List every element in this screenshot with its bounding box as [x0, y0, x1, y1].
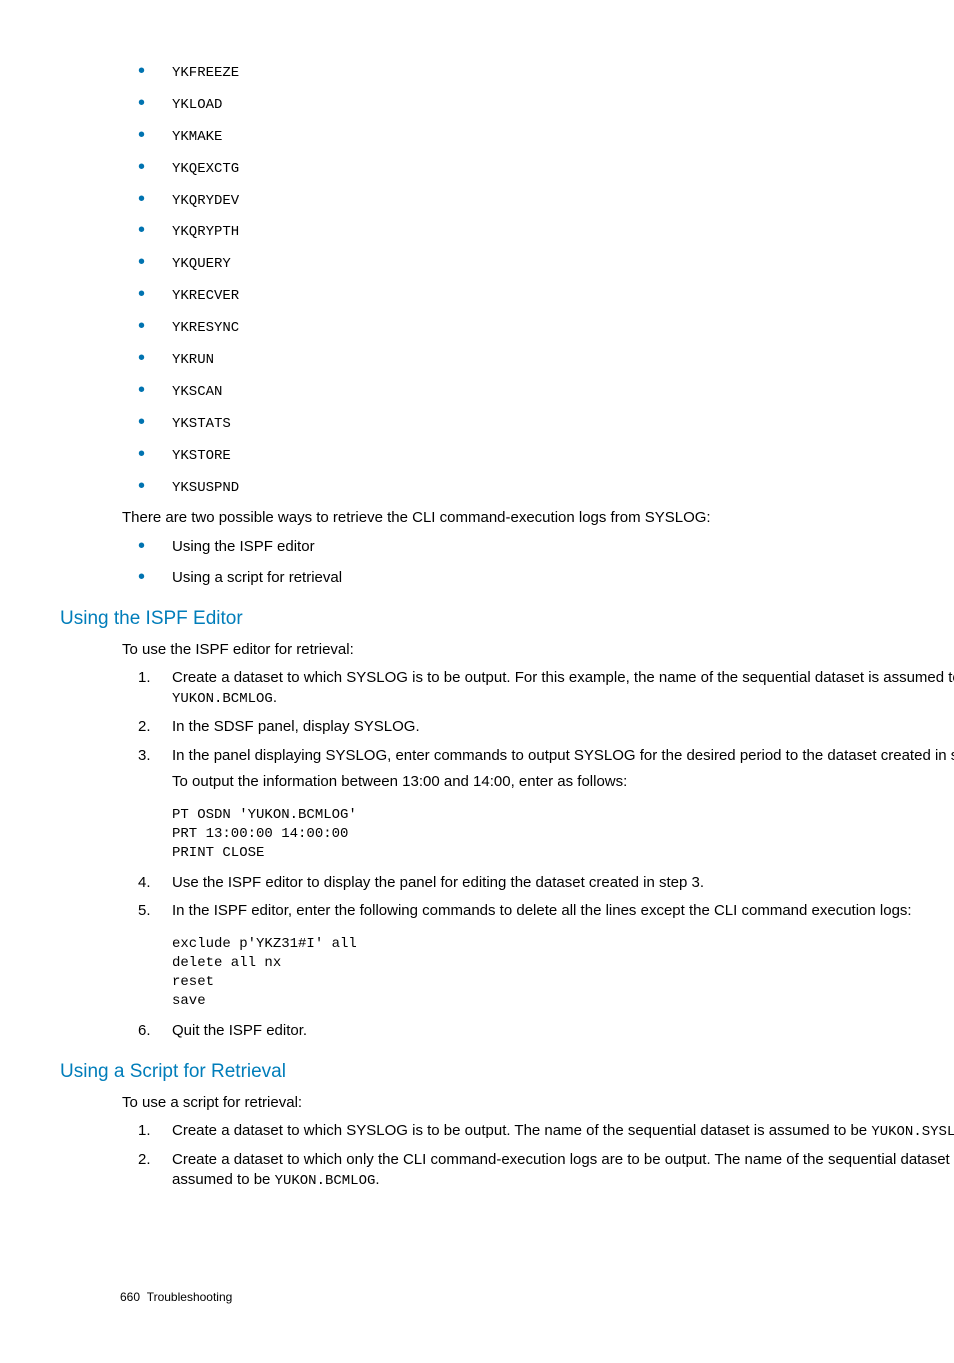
step-number: 5. — [138, 901, 151, 921]
script-heading: Using a Script for Retrieval — [60, 1059, 954, 1085]
step-item: 1. Create a dataset to which SYSLOG is t… — [138, 1121, 954, 1142]
list-item: YKFREEZE — [138, 62, 954, 83]
list-item: Using the ISPF editor — [138, 537, 954, 557]
step-text: . — [375, 1171, 379, 1188]
step-number: 2. — [138, 717, 151, 737]
list-item: Using a script for retrieval — [138, 568, 954, 588]
ispf-heading: Using the ISPF Editor — [60, 606, 954, 632]
command-code: YKQUERY — [172, 256, 231, 272]
script-lead: To use a script for retrieval: — [122, 1093, 954, 1113]
page-footer: 660 Troubleshooting — [120, 1289, 232, 1305]
command-code: YKSTORE — [172, 448, 231, 464]
list-item: YKQRYDEV — [138, 190, 954, 211]
command-code: YKLOAD — [172, 97, 222, 113]
step-item: 6. Quit the ISPF editor. — [138, 1021, 954, 1041]
step-sub-text: To output the information between 13:00 … — [172, 772, 954, 792]
step-text: . — [273, 689, 277, 706]
list-item: YKQEXCTG — [138, 158, 954, 179]
step-item: 3. In the panel displaying SYSLOG, enter… — [138, 746, 954, 863]
command-code: YKRUN — [172, 352, 214, 368]
step-number: 1. — [138, 1121, 151, 1141]
list-item: YKLOAD — [138, 94, 954, 115]
ispf-section: To use the ISPF editor for retrieval: 1.… — [122, 640, 954, 1041]
list-item: YKRUN — [138, 349, 954, 370]
code-block: PT OSDN 'YUKON.BCMLOG' PRT 13:00:00 14:0… — [172, 806, 954, 863]
step-item: 2. In the SDSF panel, display SYSLOG. — [138, 717, 954, 737]
step-text: In the SDSF panel, display SYSLOG. — [172, 718, 420, 735]
command-code: YKRESYNC — [172, 320, 239, 336]
inline-code: YUKON.BCMLOG — [275, 1173, 376, 1189]
script-steps: 1. Create a dataset to which SYSLOG is t… — [138, 1121, 954, 1191]
step-text: In the panel displaying SYSLOG, enter co… — [172, 747, 954, 764]
command-code: YKQRYPTH — [172, 224, 239, 240]
intro-paragraph: There are two possible ways to retrieve … — [122, 508, 954, 528]
list-item: YKQRYPTH — [138, 221, 954, 242]
step-item: 5. In the ISPF editor, enter the followi… — [138, 901, 954, 1011]
command-code: YKQEXCTG — [172, 161, 239, 177]
step-item: 1. Create a dataset to which SYSLOG is t… — [138, 668, 954, 709]
command-code: YKSCAN — [172, 384, 222, 400]
command-list: YKFREEZE YKLOAD YKMAKE YKQEXCTG YKQRYDEV… — [138, 62, 954, 497]
script-section: To use a script for retrieval: 1. Create… — [122, 1093, 954, 1191]
command-code: YKSTATS — [172, 416, 231, 432]
step-number: 6. — [138, 1021, 151, 1041]
list-item: YKSCAN — [138, 381, 954, 402]
step-text: Use the ISPF editor to display the panel… — [172, 874, 704, 891]
command-code: YKRECVER — [172, 288, 239, 304]
inline-code: YUKON.SYSLOG — [871, 1124, 954, 1140]
command-code: YKSUSPND — [172, 480, 239, 496]
step-text: In the ISPF editor, enter the following … — [172, 902, 912, 919]
step-item: 2. Create a dataset to which only the CL… — [138, 1150, 954, 1191]
page-number: 660 — [120, 1290, 140, 1304]
step-text: Quit the ISPF editor. — [172, 1022, 307, 1039]
command-code: YKFREEZE — [172, 65, 239, 81]
list-item: YKMAKE — [138, 126, 954, 147]
inline-code: YUKON.BCMLOG — [172, 691, 273, 707]
page-content: YKFREEZE YKLOAD YKMAKE YKQEXCTG YKQRYDEV… — [122, 62, 954, 588]
command-code: YKQRYDEV — [172, 193, 239, 209]
list-item: YKSTORE — [138, 445, 954, 466]
step-number: 4. — [138, 873, 151, 893]
step-text: Create a dataset to which SYSLOG is to b… — [172, 1122, 871, 1139]
list-item: YKRESYNC — [138, 317, 954, 338]
step-number: 3. — [138, 746, 151, 766]
footer-section: Troubleshooting — [147, 1290, 233, 1304]
intro-bullet-list: Using the ISPF editor Using a script for… — [138, 537, 954, 589]
step-number: 1. — [138, 668, 151, 688]
step-item: 4. Use the ISPF editor to display the pa… — [138, 873, 954, 893]
list-item: YKSUSPND — [138, 477, 954, 498]
ispf-lead: To use the ISPF editor for retrieval: — [122, 640, 954, 660]
step-text: Create a dataset to which SYSLOG is to b… — [172, 669, 954, 686]
step-number: 2. — [138, 1150, 151, 1170]
code-block: exclude p'YKZ31#I' all delete all nx res… — [172, 935, 954, 1011]
list-item: YKRECVER — [138, 285, 954, 306]
command-code: YKMAKE — [172, 129, 222, 145]
list-item: YKQUERY — [138, 253, 954, 274]
list-item: YKSTATS — [138, 413, 954, 434]
ispf-steps: 1. Create a dataset to which SYSLOG is t… — [138, 668, 954, 1041]
